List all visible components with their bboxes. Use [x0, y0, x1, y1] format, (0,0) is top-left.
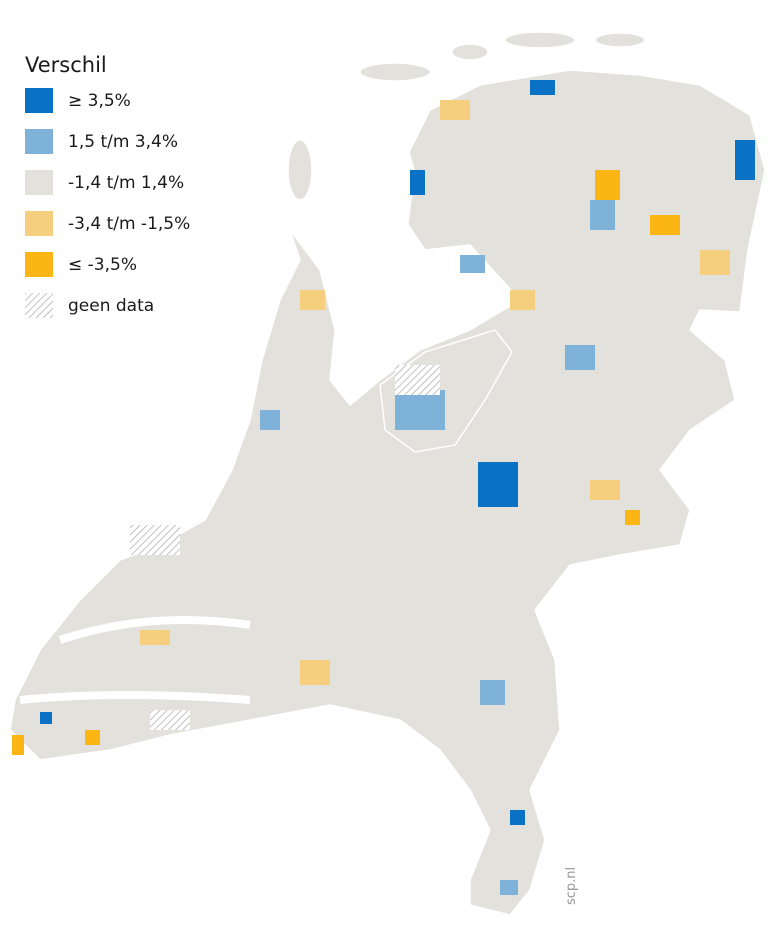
country [9, 31, 766, 916]
legend-swatch [25, 252, 53, 277]
island [451, 43, 489, 61]
patch [478, 462, 518, 507]
patch [650, 215, 680, 235]
patch [300, 660, 330, 685]
patch [735, 140, 755, 180]
legend: ≥ 3,5% 1,5 t/m 3,4% -1,4 t/m 1,4% -3,4 t/m … [25, 88, 190, 318]
patch [460, 255, 485, 273]
patch [140, 630, 170, 645]
patch [395, 365, 440, 395]
legend-swatch [25, 293, 53, 318]
patch [565, 345, 595, 370]
patch [480, 680, 505, 705]
legend-label: 1,5 t/m 3,4% [68, 132, 178, 152]
legend-swatch [25, 129, 53, 154]
patch [300, 290, 325, 310]
patch [625, 510, 640, 525]
island [594, 32, 646, 48]
island [359, 62, 431, 82]
municipality-patches [12, 80, 755, 895]
legend-label: -3,4 t/m -1,5% [68, 214, 190, 234]
mainland [9, 69, 766, 916]
legend-swatch [25, 88, 53, 113]
patch [440, 100, 470, 120]
patch [12, 735, 24, 755]
legend-label: ≥ 3,5% [68, 91, 131, 111]
patch [500, 880, 518, 895]
patch [40, 712, 52, 724]
lake [330, 120, 515, 400]
patch [510, 810, 525, 825]
patch [130, 525, 180, 555]
patch [595, 170, 620, 200]
patch [150, 710, 190, 730]
patch [410, 170, 425, 195]
patch [510, 290, 535, 310]
legend-label: ≤ -3,5% [68, 255, 137, 275]
patch [395, 390, 445, 430]
patch [85, 730, 100, 745]
legend-title: Verschil [25, 53, 107, 77]
legend-label: -1,4 t/m 1,4% [68, 173, 184, 193]
legend-label: geen data [68, 296, 154, 316]
island [504, 31, 576, 49]
estuary [58, 616, 251, 644]
estuary [19, 691, 251, 704]
legend-swatch [25, 170, 53, 195]
patch [590, 200, 615, 230]
legend-swatch [25, 211, 53, 236]
patch [590, 480, 620, 500]
patch [530, 80, 555, 95]
patch [260, 410, 280, 430]
patch [700, 250, 730, 275]
credit: scp.nl [564, 867, 579, 905]
island [287, 139, 313, 201]
